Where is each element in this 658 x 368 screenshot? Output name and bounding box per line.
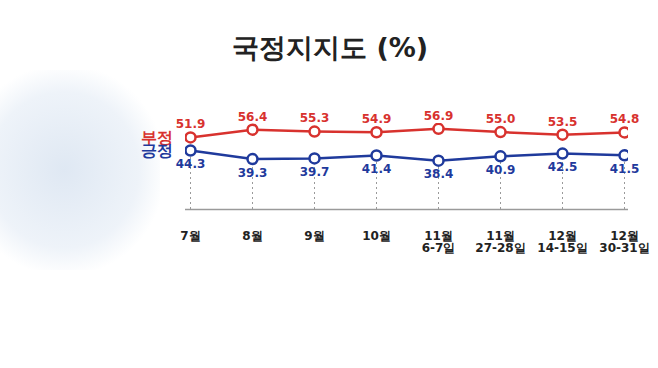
html-text:국정지지도 (%): 국정지지도 (%) (232, 32, 429, 63)
svg-text:39.7: 39.7 (300, 165, 330, 179)
svg-text:51.9: 51.9 (176, 117, 206, 131)
svg-text:44.3: 44.3 (176, 157, 206, 171)
svg-text:38.4: 38.4 (424, 167, 454, 181)
svg-text:40.9: 40.9 (486, 163, 516, 177)
svg-text:42.5: 42.5 (548, 160, 578, 174)
svg-text:54.8: 54.8 (610, 112, 640, 126)
svg-text:41.5: 41.5 (610, 162, 640, 176)
svg-text:54.9: 54.9 (362, 112, 392, 126)
svg-text:11월6-7일: 11월6-7일 (422, 229, 456, 255)
svg-text:55.0: 55.0 (486, 112, 516, 126)
svg-text:12월14-15일: 12월14-15일 (537, 229, 587, 255)
svg-text:9월: 9월 (304, 229, 324, 243)
svg-text:8월: 8월 (242, 229, 262, 243)
svg-text:10월: 10월 (362, 229, 391, 243)
svg-text:56.9: 56.9 (424, 109, 454, 123)
svg-text:41.4: 41.4 (362, 162, 392, 176)
svg-text:12월30-31일: 12월30-31일 (599, 229, 649, 255)
svg-text:긍정: 긍정 (141, 141, 173, 160)
svg-text:39.3: 39.3 (238, 166, 268, 180)
svg-text:11월27-28일: 11월27-28일 (475, 229, 525, 255)
svg-text:부정: 부정 (140, 127, 173, 147)
svg-text:55.3: 55.3 (300, 111, 330, 125)
svg-text:7월: 7월 (180, 229, 200, 243)
svg-text:56.4: 56.4 (238, 110, 268, 124)
svg-text:53.5: 53.5 (548, 115, 578, 129)
